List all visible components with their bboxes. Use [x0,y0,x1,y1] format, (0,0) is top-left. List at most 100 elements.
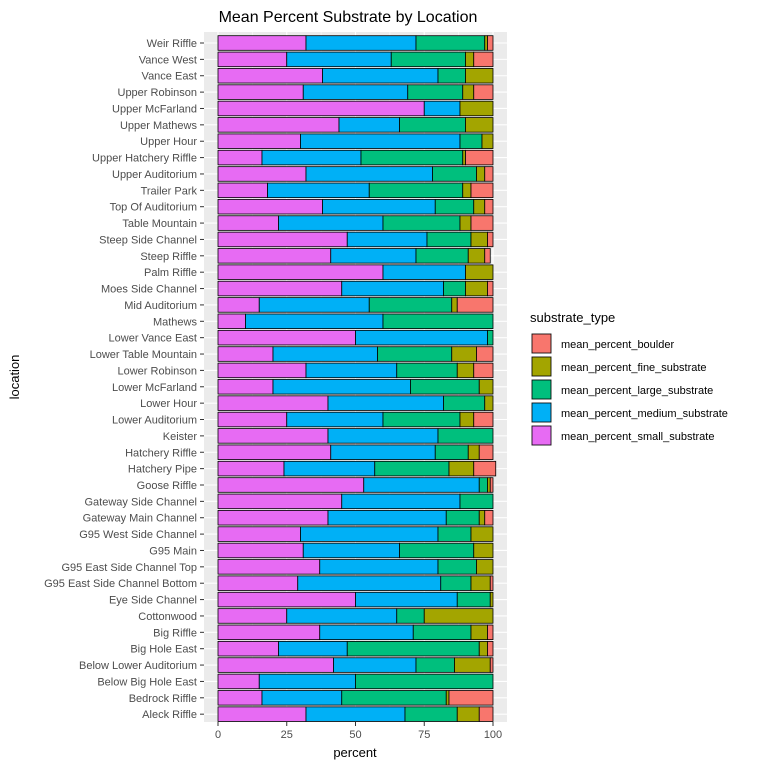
bar-segment [302,84,409,100]
x-axis-title: percent [333,745,377,760]
y-tick-label: G95 East Side Channel Bottom [44,578,197,590]
bar-segment [476,346,494,362]
y-tick-label: Bedrock Riffle [129,693,197,705]
bar-segment [382,313,494,329]
bar-segment [217,198,323,215]
y-tick-label: Hatchery Pipe [128,464,197,476]
bar-segment [399,542,475,559]
bar-segment [454,657,491,673]
bar-segment [445,690,450,706]
bar-segment [368,297,453,313]
bar-segment [217,280,343,297]
bar-segment [217,215,279,231]
bar-segment [302,542,400,559]
y-tick-label: Lower McFarland [112,382,197,394]
bar-segment [470,624,488,641]
bar-segment [470,215,494,231]
bar-segment [374,460,450,477]
bar-segment [217,182,268,199]
legend: substrate_type mean_percent_boulder mean_… [530,310,728,446]
bar-segment [217,100,425,117]
bar-segment [217,297,260,313]
legend-swatch [531,379,552,400]
y-tick-label: Mathews [153,316,198,328]
bar-segment [467,444,480,460]
bar-segment [272,346,378,362]
y-tick-label: Lower Hour [140,398,197,410]
bar-segment [338,117,400,133]
bar-segment [478,706,494,722]
y-tick-label: Steep Riffle [140,251,197,263]
bar-segment [462,84,475,100]
bar-segment [267,182,370,199]
bar-segment [412,624,472,641]
bar-segment [443,280,466,297]
bar-segment [305,166,433,182]
bar-segment [473,411,494,428]
bar-segment [465,51,475,68]
bar-segment [278,640,348,657]
bar-segment [473,362,494,379]
bar-segment [283,460,376,477]
y-tick-label: Moes Side Channel [101,284,197,296]
bar-segment [465,68,494,84]
y-tick-label: Upper Hatchery Riffle [92,153,197,165]
y-tick-label: G95 West Side Channel [79,529,197,541]
bar-segment [462,149,466,166]
y-tick-label: Goose Riffle [137,480,197,492]
y-tick-label: Weir Riffle [147,38,197,50]
bar-segment [437,428,494,444]
bar-segment [489,657,494,673]
bar-segment [286,411,384,428]
bar-segment [415,35,486,51]
bar-segment [390,51,466,68]
bar-segment [434,198,475,215]
bar-segment [432,166,477,182]
bar-segment [217,117,340,133]
y-tick-label: G95 Main [149,545,197,557]
bar-segment [355,673,494,690]
x-tick-label: 100 [484,729,502,741]
bar-segment [217,657,334,673]
y-tick-label: Steep Side Channel [99,234,197,246]
bar-segment [305,35,417,51]
y-tick-label: Below Big Hole East [97,676,197,688]
x-tick-label: 0 [215,729,221,741]
bar-segment [423,100,461,117]
y-tick-label: G95 East Side Channel Top [61,562,197,574]
bar-segment [470,526,494,542]
bar-segment [258,673,356,690]
bar-segment [217,444,332,460]
bar-segment [478,640,488,657]
bar-segment [286,51,392,68]
y-axis-labels: Weir Riffle Vance West Vance East Upper Rob… [44,38,204,721]
y-tick-label: Aleck Riffle [142,709,197,721]
bar-segment [217,460,285,477]
y-tick-label: Lower Robinson [118,365,198,377]
legend-swatch [531,425,552,446]
bar-segment [440,575,472,591]
y-tick-label: Gateway Main Channel [83,513,197,525]
bar-segment [261,149,362,166]
bar-segment [305,362,398,379]
bar-segment [217,591,356,608]
y-tick-label: Cottonwood [138,611,197,623]
bar-segment [217,149,263,166]
bar-segment [437,526,472,542]
bar-segment [448,690,494,706]
bar-segment [465,117,494,133]
bar-segment [465,264,494,280]
bar-segment [459,215,472,231]
bar-segment [245,313,384,329]
bar-segment [484,248,491,264]
x-axis-ticks: 0 25 50 75 100 [215,722,502,741]
bar-segment [437,68,466,84]
bar-segment [322,68,439,84]
bar-segment [434,444,469,460]
bar-segment [217,640,279,657]
bar-segment [327,510,447,526]
bar-segment [360,149,464,166]
bar-segment [478,477,488,493]
y-tick-label: Top Of Auditorium [110,202,197,214]
